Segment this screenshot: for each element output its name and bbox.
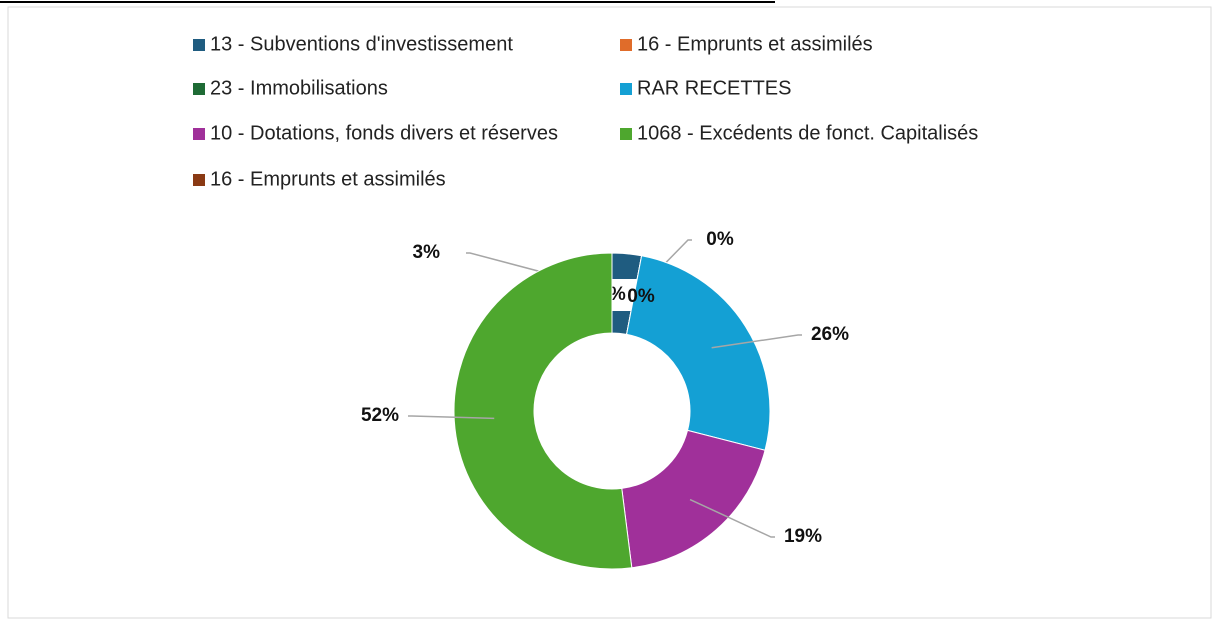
donut-slice: [621, 429, 766, 569]
data-label: 3%: [413, 242, 441, 263]
leader-line: [408, 415, 495, 420]
legend-swatch: [193, 39, 205, 51]
legend-label: 23 - Immobilisations: [210, 77, 388, 99]
legend-label: 1068 - Excédents de fonct. Capitalisés: [637, 122, 978, 144]
data-label: 0%: [706, 229, 734, 250]
data-label: 19%: [784, 526, 822, 547]
legend-swatch: [620, 83, 632, 95]
data-label: 26%: [811, 324, 849, 345]
legend-label: 10 - Dotations, fonds divers et réserves: [210, 122, 558, 144]
legend-label: 16 - Emprunts et assimilés: [637, 33, 873, 55]
donut-slice: [626, 255, 771, 451]
legend-swatch: [193, 128, 205, 140]
frame: [7, 6, 1212, 619]
data-label: 52%: [361, 405, 399, 426]
legend-label: 13 - Subventions d'investissement: [210, 33, 513, 55]
legend-swatch: [620, 128, 632, 140]
legend-swatch: [620, 39, 632, 51]
donut-slice: [453, 252, 633, 570]
legend-swatch: [193, 83, 205, 95]
data-label: 0%: [627, 286, 655, 307]
legend-swatch: [193, 174, 205, 186]
legend-label: RAR RECETTES: [637, 77, 791, 99]
leader-line: [689, 498, 775, 538]
legend-label: 16 - Emprunts et assimilés: [210, 168, 446, 190]
leader-line: [711, 334, 802, 349]
